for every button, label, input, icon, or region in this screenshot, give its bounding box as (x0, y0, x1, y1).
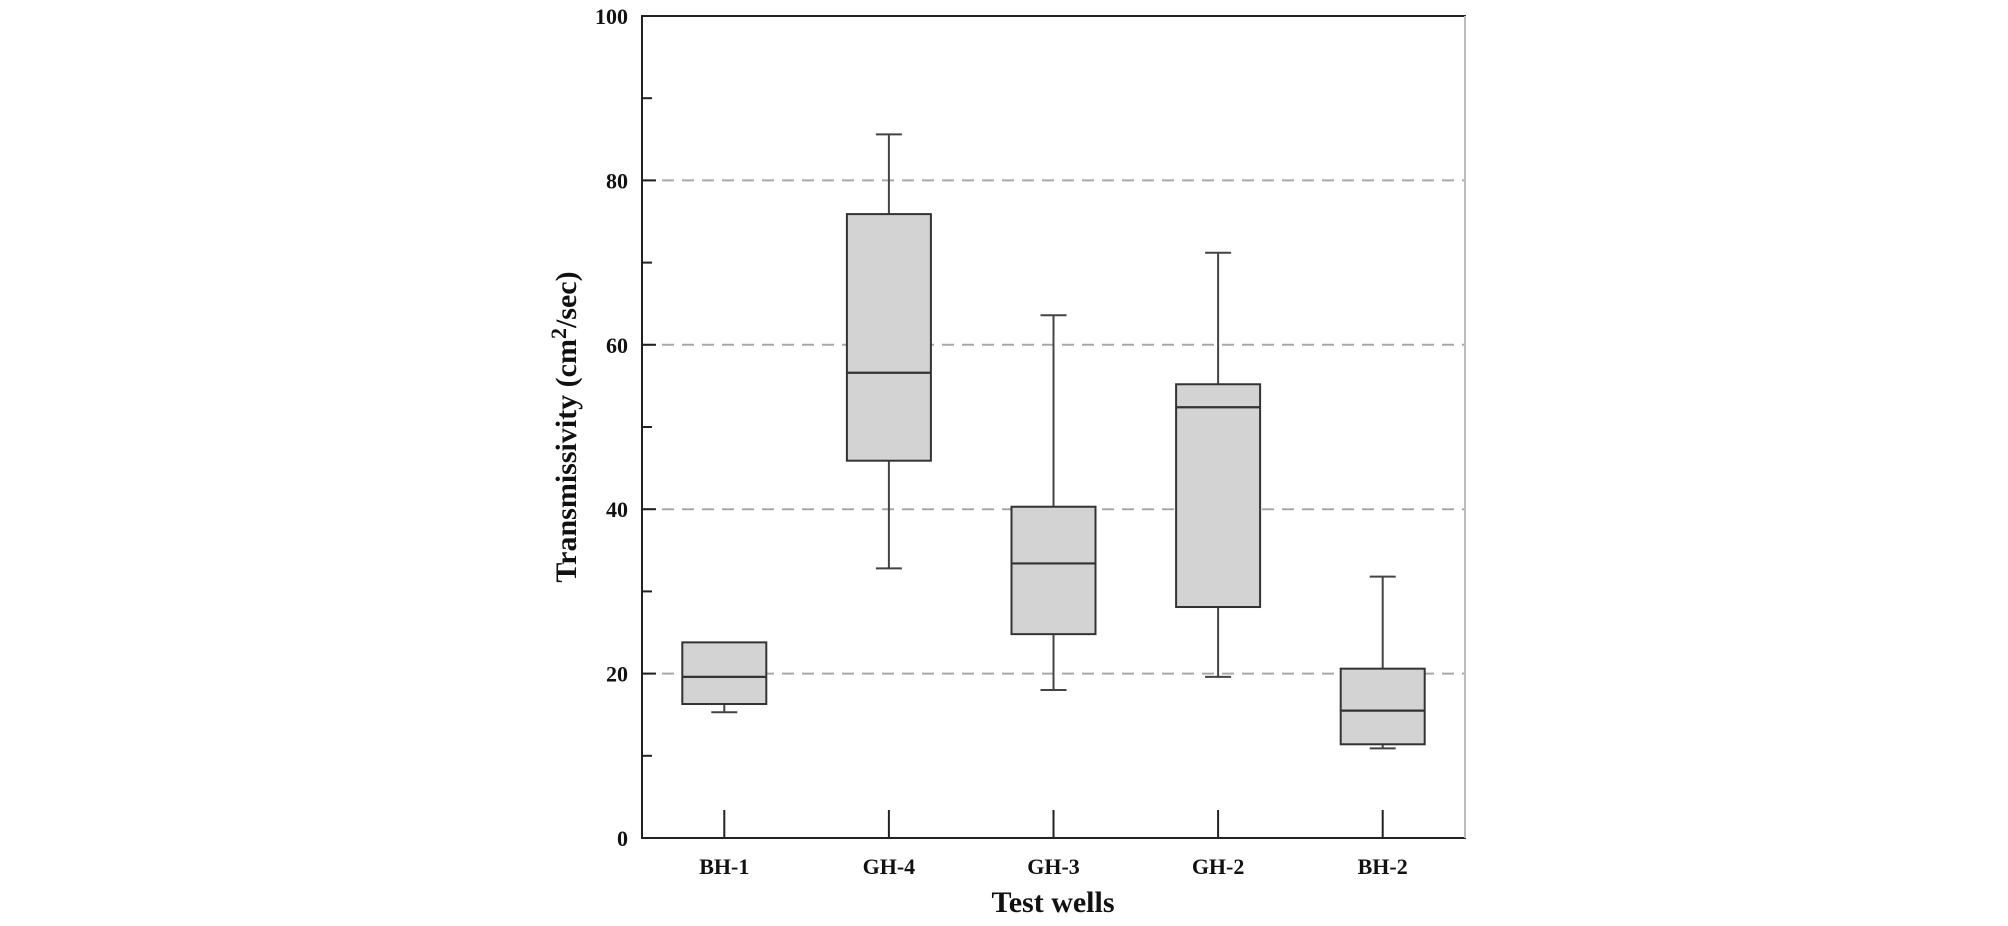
box-gh-4 (845, 133, 932, 570)
iqr-box-gh-2 (1175, 383, 1262, 609)
x-tick-label-bh-1: BH-1 (699, 854, 749, 879)
iqr-box-gh-3 (1010, 505, 1097, 636)
iqr-box-gh-4 (845, 213, 932, 462)
y-tick-label-80: 80 (606, 168, 628, 193)
y-tick-label-20: 20 (606, 662, 628, 687)
box-bh-2 (1339, 575, 1426, 750)
box-gh-3 (1010, 314, 1097, 692)
y-tick-labels: 0 20 40 60 80 100 (595, 4, 628, 851)
box-bh-1 (681, 641, 768, 714)
y-axis-title-end: /sec) (550, 271, 583, 329)
x-tick-label-gh-4: GH-4 (863, 854, 916, 879)
y-axis-title-main: Transmissivity (cm (550, 339, 583, 583)
y-tick-label-100: 100 (595, 4, 628, 29)
y-tick-label-60: 60 (606, 333, 628, 358)
iqr-box-bh-1 (681, 641, 768, 706)
y-axis-title-superscript: 2 (546, 328, 571, 339)
iqr-box-bh-2 (1339, 667, 1426, 746)
box-series (681, 133, 1426, 750)
y-tick-label-40: 40 (606, 497, 628, 522)
box-gh-2 (1175, 251, 1262, 678)
x-tick-label-gh-3: GH-3 (1027, 854, 1080, 879)
x-tick-label-bh-2: BH-2 (1358, 854, 1408, 879)
x-axis-title: Test wells (991, 886, 1114, 919)
x-tick-label-gh-2: GH-2 (1192, 854, 1245, 879)
y-axis-title: Transmissivity (cm2/sec) (546, 271, 583, 582)
x-tick-labels: BH-1 GH-4 GH-3 GH-2 BH-2 (699, 854, 1408, 879)
y-tick-label-0: 0 (617, 826, 628, 851)
axis-ticks (642, 15, 1384, 839)
